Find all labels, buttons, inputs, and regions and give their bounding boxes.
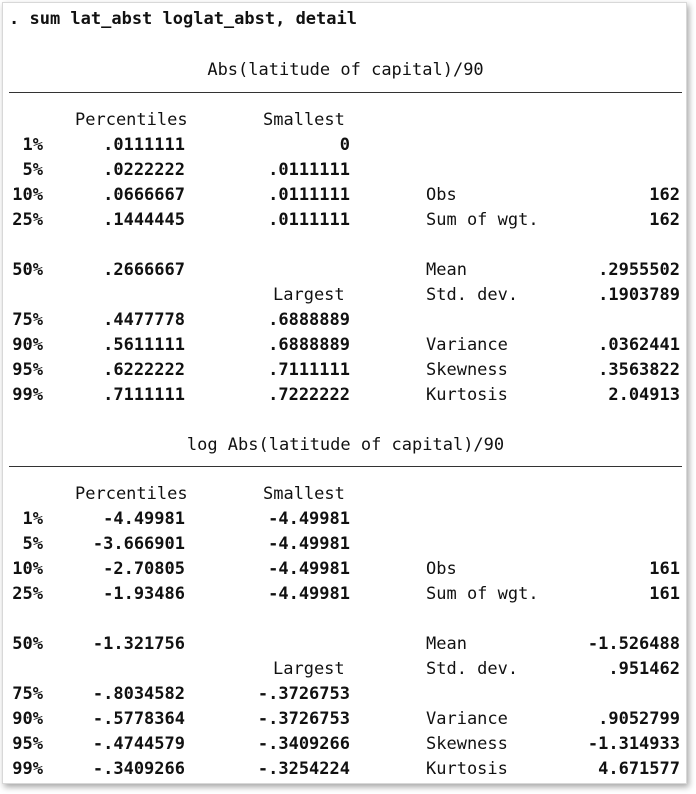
stat-label-sd: Std. dev. [426,659,519,679]
smallest-value: -4.49981 [268,509,350,529]
percentile-label: 75% [12,310,43,330]
largest-value: -.3726753 [257,684,350,704]
percentile-value: .0222222 [103,160,185,180]
separator-rule [9,92,682,93]
percentile-label: 50% [12,260,43,280]
percentile-label: 99% [12,385,43,405]
largest-value: -.3254224 [257,759,350,779]
stat-label-mean: Mean [426,260,467,280]
stat-value-variance: .0362441 [598,335,680,355]
percentile-value: -.8034582 [92,684,185,704]
stat-label-sd: Std. dev. [426,285,519,305]
stat-value-sum_wgt: 162 [649,210,680,230]
percentile-label: 1% [22,135,43,155]
percentile-label: 75% [12,684,43,704]
percentile-label: 99% [12,759,43,779]
stat-label-obs: Obs [426,559,457,579]
percentile-label: 90% [12,709,43,729]
stat-value-mean: -1.526488 [587,634,680,654]
stat-value-obs: 161 [649,559,680,579]
stat-label-variance: Variance [426,335,508,355]
stat-value-mean: .2955502 [598,260,680,280]
stat-label-mean: Mean [426,634,467,654]
stat-value-sum_wgt: 161 [649,584,680,604]
smallest-header: Smallest [263,484,345,504]
percentile-value: .1444445 [103,210,185,230]
stata-output-window: . sum lat_abst loglat_abst, detail Abs(la… [2,2,687,784]
largest-value: .7222222 [268,385,350,405]
percentile-value: .0111111 [103,135,185,155]
percentile-value: -1.93486 [103,584,185,604]
stat-label-sum_wgt: Sum of wgt. [426,584,539,604]
smallest-value: 0 [339,135,350,155]
percentile-value: .4477778 [103,310,185,330]
stat-value-sd: .1903789 [598,285,680,305]
smallest-value: -4.49981 [268,559,350,579]
percentile-label: 1% [22,509,43,529]
stat-label-obs: Obs [426,185,457,205]
smallest-value: .0111111 [268,210,350,230]
stat-value-variance: .9052799 [598,709,680,729]
stat-label-skewness: Skewness [426,734,508,754]
percentiles-header: Percentiles [75,484,188,504]
percentile-value: .7111111 [103,385,185,405]
percentile-value: -.3409266 [92,759,185,779]
stat-label-kurtosis: Kurtosis [426,385,508,405]
percentile-value: -1.321756 [92,634,185,654]
percentile-value: -3.666901 [92,534,185,554]
largest-value: -.3409266 [257,734,350,754]
stat-value-kurtosis: 4.671577 [598,759,680,779]
stat-value-sd: .951462 [608,659,680,679]
percentile-label: 90% [12,335,43,355]
percentile-value: -.4744579 [92,734,185,754]
percentile-label: 50% [12,634,43,654]
percentile-label: 95% [12,734,43,754]
largest-value: .6888889 [268,310,350,330]
percentile-value: -4.49981 [103,509,185,529]
largest-header: Largest [273,285,345,305]
percentile-label: 25% [12,584,43,604]
smallest-value: -4.49981 [268,584,350,604]
stat-value-kurtosis: 2.04913 [608,385,680,405]
smallest-value: .0111111 [268,160,350,180]
percentile-value: .5611111 [103,335,185,355]
percentile-value: -2.70805 [103,559,185,579]
percentile-label: 25% [12,210,43,230]
percentile-label: 10% [12,185,43,205]
percentile-label: 10% [12,559,43,579]
percentile-value: .0666667 [103,185,185,205]
command-line: . sum lat_abst loglat_abst, detail [9,9,357,29]
largest-value: .7111111 [268,360,350,380]
stat-value-skewness: -1.314933 [587,734,680,754]
table-title: Abs(latitude of capital)/90 [207,60,484,80]
smallest-value: -4.49981 [268,534,350,554]
percentile-label: 5% [22,534,43,554]
stat-label-variance: Variance [426,709,508,729]
stat-label-kurtosis: Kurtosis [426,759,508,779]
percentile-value: .2666667 [103,260,185,280]
largest-value: -.3726753 [257,709,350,729]
stat-value-obs: 162 [649,185,680,205]
percentile-value: .6222222 [103,360,185,380]
percentile-label: 5% [22,160,43,180]
smallest-header: Smallest [263,110,345,130]
stat-label-sum_wgt: Sum of wgt. [426,210,539,230]
separator-rule [9,466,682,467]
smallest-value: .0111111 [268,185,350,205]
percentile-value: -.5778364 [92,709,185,729]
stat-label-skewness: Skewness [426,360,508,380]
percentile-label: 95% [12,360,43,380]
stat-value-skewness: .3563822 [598,360,680,380]
largest-value: .6888889 [268,335,350,355]
percentiles-header: Percentiles [75,110,188,130]
largest-header: Largest [273,659,345,679]
table-title: log Abs(latitude of capital)/90 [186,435,505,455]
